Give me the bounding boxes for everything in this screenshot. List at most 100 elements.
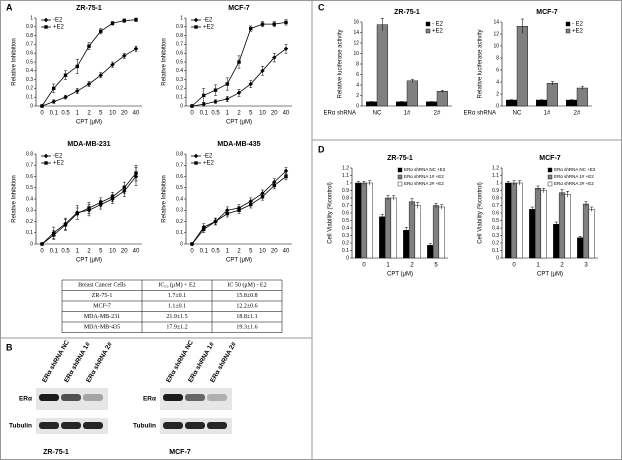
marker [40, 104, 44, 108]
y-tick-label: 2 [496, 91, 499, 97]
y-tick-label: 0 [30, 241, 33, 247]
marker [225, 96, 230, 102]
marker [193, 17, 199, 23]
y-tick-label: 0.7 [176, 163, 183, 169]
marker [272, 55, 277, 60]
error-bar [566, 191, 570, 198]
y-tick-label: 0.6 [176, 51, 183, 57]
bar [540, 190, 547, 259]
marker [133, 46, 139, 51]
x-tick-label: 0 [190, 111, 194, 117]
bar [506, 99, 518, 107]
x-axis-label: CPT (μM) [226, 258, 252, 264]
legend-swatch [425, 21, 431, 27]
y-tick-label: 0.8 [342, 195, 349, 201]
y-tick-label: 10 [493, 43, 499, 49]
y-tick-label: 4 [356, 82, 359, 88]
y-tick-label: 0.6 [26, 174, 33, 180]
y-tick-label: 0 [346, 255, 349, 261]
error-bar [570, 99, 574, 101]
row-label: ERα [19, 396, 32, 403]
band [185, 394, 205, 401]
legend-label: +E2 [203, 161, 215, 167]
bar [438, 206, 445, 259]
band [61, 422, 81, 429]
marker [87, 44, 91, 48]
bar [505, 182, 512, 259]
legend-label: -E2 [53, 154, 63, 160]
bar [588, 209, 595, 259]
marker [272, 22, 276, 26]
chart-title: ZR-75-1 [387, 155, 413, 162]
bar [558, 192, 566, 259]
y-tick-label: 12 [493, 31, 499, 37]
y-tick-label: 6 [496, 67, 499, 73]
x-tick-label: 5 [99, 249, 103, 255]
x-tick-label: 40 [283, 111, 290, 117]
band [185, 422, 205, 429]
x-tick-label: 0.5 [211, 249, 220, 255]
legend-label: ERα shRNA NC +E2 [554, 167, 596, 172]
x-axis-label: CPT (μM) [387, 272, 413, 278]
y-tick-label: 1.1 [492, 173, 499, 179]
marker [98, 73, 103, 78]
y-tick-label: 0.4 [342, 225, 349, 231]
y-tick-label: 0.8 [176, 33, 183, 39]
bar [576, 87, 589, 107]
table-cell: 17.9±1.2 [166, 325, 187, 331]
y-axis-label: Relative Inhibition [12, 175, 18, 222]
x-tick-label: 2 [410, 263, 414, 269]
y-tick-label: 0.1 [492, 248, 499, 254]
band [207, 422, 227, 429]
error-bar [430, 101, 434, 103]
y-tick-label: 1 [30, 15, 33, 21]
bar [426, 101, 438, 107]
x-tick-label: NC [513, 111, 522, 117]
bar [376, 24, 389, 107]
y-tick-label: 1 [496, 180, 499, 186]
bar [379, 216, 386, 259]
y-tick-label: 0.8 [176, 151, 183, 157]
y-tick-label: 0.9 [176, 24, 183, 30]
marker [260, 22, 265, 26]
bar [366, 182, 373, 259]
y-tick-label: 1.1 [342, 173, 349, 179]
marker [194, 161, 198, 165]
y-tick-label: 0.2 [176, 219, 183, 225]
row-label: Tubulin [133, 423, 156, 430]
x-tick-label: NC [373, 111, 382, 117]
y-tick-label: 0.4 [176, 68, 183, 74]
error-bar [370, 101, 374, 103]
y-axis-label: Relative Inhibition [162, 38, 168, 85]
y-tick-label: 0.1 [26, 95, 33, 101]
y-tick-label: 0.2 [26, 86, 33, 92]
marker [122, 18, 126, 23]
error-bar [362, 181, 366, 185]
x-row-label: ERα shRNA [324, 111, 356, 117]
error-bar [428, 243, 432, 247]
x-tick-label: 0 [362, 263, 366, 269]
y-tick-label: 0.5 [492, 218, 499, 224]
chart-title: MCF-7 [536, 9, 557, 16]
error-bar [550, 81, 554, 85]
legend-swatch [565, 21, 571, 27]
marker [110, 195, 115, 199]
y-tick-label: 0 [180, 241, 183, 247]
marker [272, 183, 276, 188]
x-tick-label: 20 [271, 111, 278, 117]
table-cell: Breast Cancer Cells [78, 283, 126, 289]
x-tick-label: 10 [259, 111, 266, 117]
x-tick-label: 3 [584, 263, 588, 269]
panel-label: A [6, 2, 13, 12]
marker [44, 161, 48, 165]
x-tick-label: 5 [434, 263, 438, 269]
y-tick-label: 0.8 [26, 33, 33, 39]
error-bar [560, 189, 564, 196]
legend-swatch [547, 167, 553, 173]
table-cell: IC 50 (μM) - E2 [227, 282, 266, 289]
bar [534, 188, 542, 259]
y-axis-label: Cell Viability (%control) [478, 182, 484, 244]
x-tick-label: 5 [99, 111, 103, 117]
marker [248, 81, 253, 87]
marker [193, 153, 199, 159]
